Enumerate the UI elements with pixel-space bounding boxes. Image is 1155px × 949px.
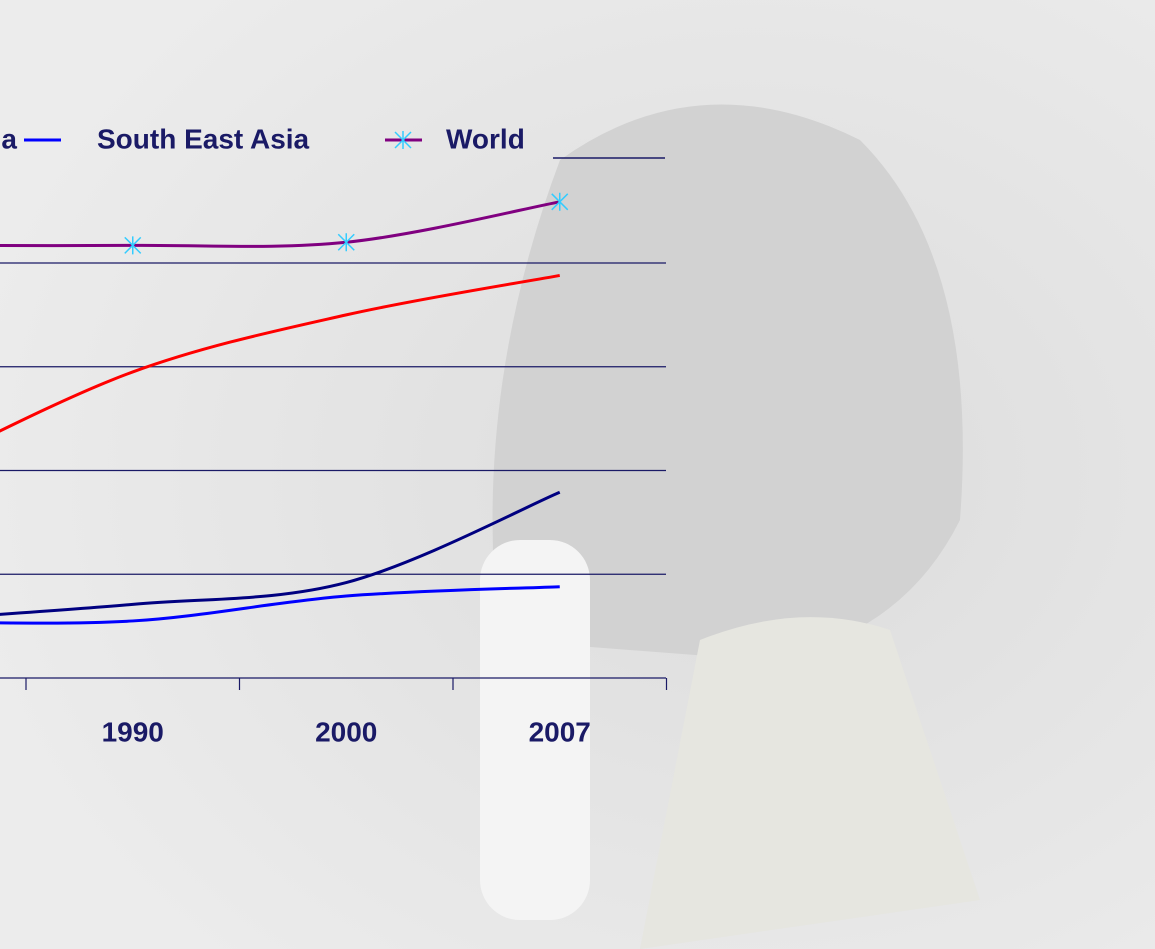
photo-shape bbox=[480, 540, 590, 920]
line bbox=[0, 273, 561, 433]
line bbox=[0, 200, 561, 248]
marker bbox=[337, 233, 355, 252]
marker bbox=[551, 192, 569, 211]
line bbox=[0, 585, 560, 625]
x-tick-label: 1990 bbox=[102, 716, 164, 747]
legend-label: World bbox=[446, 123, 525, 154]
photo-shape bbox=[492, 104, 963, 660]
x-tick-label: 2007 bbox=[529, 716, 591, 747]
x-tick-label: 2000 bbox=[315, 716, 377, 747]
marker bbox=[124, 236, 142, 255]
legend-label: South East Asia bbox=[97, 123, 310, 154]
photo-shape bbox=[640, 617, 980, 949]
line bbox=[0, 490, 561, 616]
legend-label: ia bbox=[0, 123, 17, 154]
marker bbox=[394, 131, 412, 149]
